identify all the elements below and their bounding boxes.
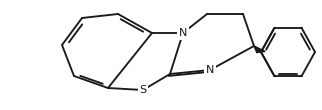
- Polygon shape: [254, 46, 265, 53]
- Text: N: N: [206, 65, 214, 75]
- Text: S: S: [139, 85, 147, 95]
- Text: N: N: [179, 28, 187, 38]
